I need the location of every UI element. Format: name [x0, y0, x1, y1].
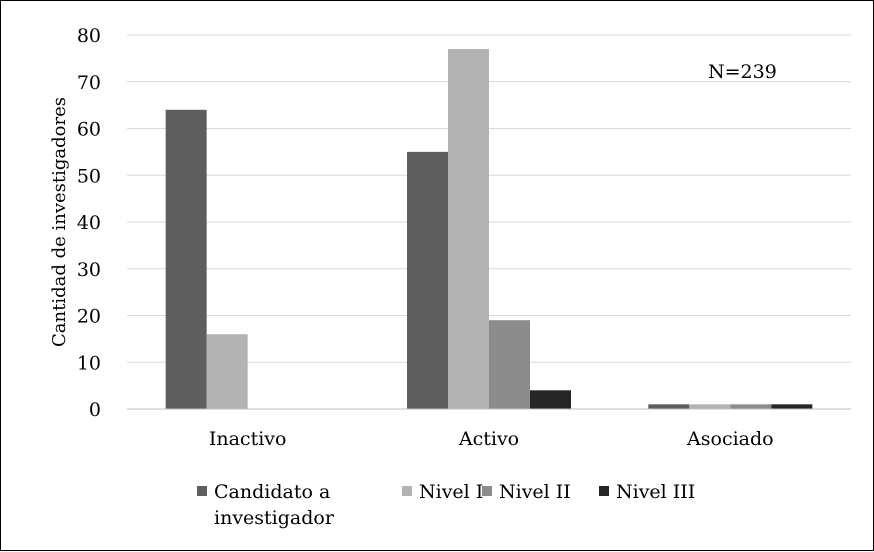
- bar-activo-series-2: [448, 49, 489, 410]
- y-tick-label: 80: [77, 25, 101, 47]
- y-axis-label: Cantidad de investigadores: [49, 97, 70, 347]
- bar-inactivo-series-2: [206, 334, 248, 409]
- x-tick-label: Asociado: [686, 428, 774, 450]
- y-tick-labels: 0 10 20 30 40 50 60 70 80: [77, 25, 101, 421]
- bar-inactivo-series-1: [165, 109, 207, 410]
- legend-swatch: [482, 486, 492, 496]
- y-tick-label: 20: [77, 306, 101, 328]
- legend-swatch: [197, 486, 207, 496]
- n-annotation: N=239: [708, 61, 777, 83]
- x-tick-label: Activo: [458, 428, 519, 450]
- x-tick-label: Inactivo: [209, 428, 287, 450]
- y-tick-label: 30: [77, 259, 101, 281]
- legend-label: Nivel III: [616, 481, 695, 503]
- y-tick-label: 10: [77, 352, 101, 374]
- legend-label: Candidato a: [214, 481, 330, 503]
- legend: Candidato a investigador Nivel I Nivel II Ni…: [197, 481, 695, 529]
- bar-activo-series-1: [407, 151, 448, 409]
- legend-label: Nivel I: [419, 481, 483, 503]
- bar-asociado-series-3: [730, 404, 772, 409]
- bar-activo-series-4: [530, 390, 571, 409]
- bar-asociado-series-2: [689, 404, 731, 409]
- x-tick-labels: Inactivo Activo Asociado: [209, 428, 774, 450]
- y-tick-label: 60: [77, 119, 101, 141]
- y-tick-label: 70: [77, 72, 101, 94]
- legend-swatch: [402, 486, 412, 496]
- bar-asociado-series-4: [771, 404, 813, 409]
- bars: [165, 49, 813, 410]
- y-tick-label: 40: [77, 212, 101, 234]
- y-tick-label: 0: [89, 399, 101, 421]
- y-tick-label: 50: [77, 165, 101, 187]
- legend-swatch: [599, 486, 609, 496]
- legend-label: investigador: [214, 507, 335, 529]
- bar-asociado-series-1: [648, 404, 690, 409]
- bar-activo-series-3: [489, 320, 530, 409]
- legend-label: Nivel II: [499, 481, 571, 503]
